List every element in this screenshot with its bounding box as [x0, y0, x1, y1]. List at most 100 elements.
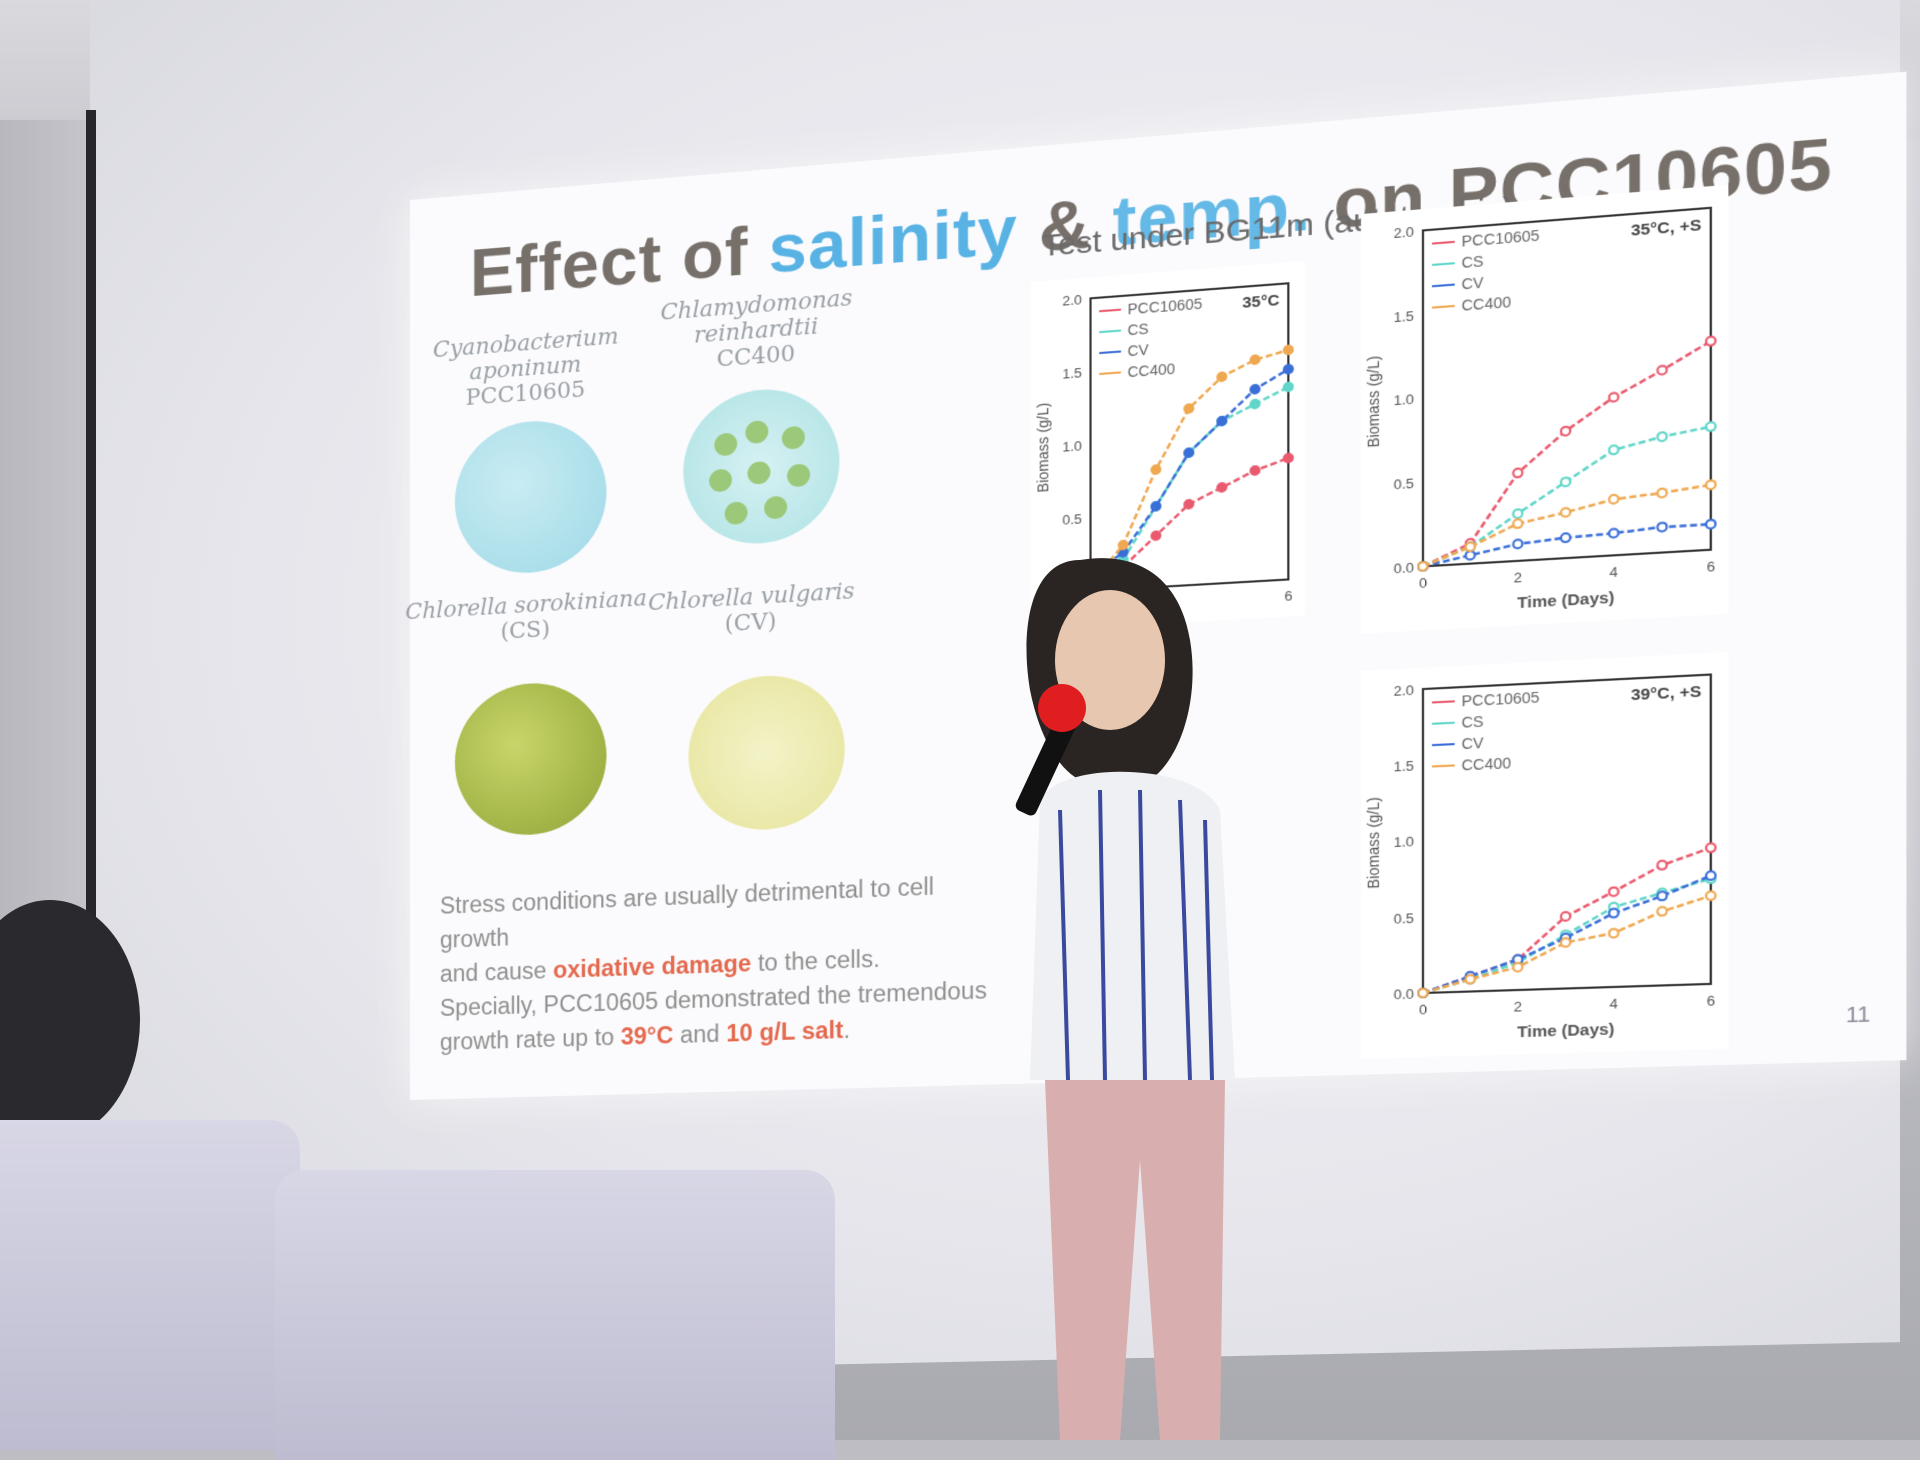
data-point [1184, 448, 1193, 457]
condition-label: 35°C [1242, 291, 1279, 312]
legend-swatch [1099, 351, 1121, 353]
highlight-temperature: 39°C [620, 1021, 674, 1050]
data-point [1609, 929, 1618, 938]
x-axis-label: Time (Days) [1517, 1020, 1614, 1041]
legend-swatch [1099, 310, 1121, 312]
y-axis-label: Biomass (g/L) [1364, 355, 1382, 448]
data-point [1513, 963, 1522, 972]
slide-body-text: Stress conditions are usually detrimenta… [440, 866, 999, 1059]
data-point [1657, 432, 1666, 441]
legend-swatch [1432, 242, 1455, 244]
legend-entry: CS [1462, 713, 1484, 731]
data-point [1184, 404, 1193, 413]
text-part: and [673, 1020, 727, 1049]
data-point [1706, 480, 1715, 489]
data-point [1217, 417, 1226, 426]
legend-swatch [1432, 765, 1455, 766]
data-point [1466, 542, 1475, 551]
audience-chair [0, 1120, 300, 1450]
data-point [1418, 989, 1427, 998]
chlorella-vulgaris-micrograph [688, 671, 845, 833]
audience-member-head [0, 900, 140, 1140]
organism-label: Chlorella vulgaris (CV) [627, 577, 877, 642]
x-tick-label: 6 [1707, 558, 1715, 575]
y-tick-label: 1.0 [1062, 438, 1082, 455]
text-part: growth rate up to [439, 1023, 621, 1056]
legend-entry: CV [1462, 274, 1485, 293]
data-point [1284, 382, 1293, 391]
title-word-salinity: salinity [768, 190, 1018, 287]
y-tick-label: 1.5 [1394, 308, 1414, 325]
data-point [1561, 508, 1570, 517]
chart-35c: 0.00.51.01.52.006Biomass (g/L)35°CPCC106… [1031, 260, 1306, 631]
data-point [1184, 500, 1193, 509]
legend-entry: PCC10605 [1128, 295, 1203, 317]
data-point [1284, 345, 1293, 354]
data-point [1706, 891, 1715, 900]
data-point [1418, 562, 1427, 571]
data-point [1513, 468, 1522, 477]
legend-entry: CC400 [1462, 754, 1512, 773]
data-point [1466, 975, 1475, 984]
y-tick-label: 1.0 [1394, 392, 1414, 409]
y-tick-label: 0.5 [1062, 511, 1082, 528]
x-tick-label: 4 [1610, 995, 1618, 1011]
data-point [1561, 938, 1570, 947]
presenter-figure [1015, 558, 1235, 1440]
y-tick-label: 0.5 [1394, 910, 1414, 927]
data-point [1251, 466, 1260, 475]
text-part: and cause [439, 956, 554, 987]
highlight-oxidative-damage: oxidative damage [553, 949, 752, 984]
audience-chair [275, 1170, 835, 1460]
organism-label: Chlorella sorokiniana (CS) [405, 586, 647, 650]
y-tick-label: 2.0 [1394, 682, 1414, 699]
text-part: . [843, 1016, 851, 1044]
legend-entry: CV [1128, 341, 1150, 359]
data-point [1513, 519, 1522, 528]
legend-swatch [1432, 744, 1455, 745]
data-point [1609, 445, 1618, 454]
legend-swatch [1432, 701, 1455, 702]
data-point [1251, 355, 1260, 364]
x-tick-label: 0 [1419, 575, 1427, 591]
screen-frame [86, 110, 96, 1390]
legend-entry: CV [1462, 734, 1485, 752]
x-axis-label: Time (Days) [1517, 589, 1614, 613]
data-point [1251, 400, 1260, 409]
legend-swatch [1432, 285, 1455, 287]
y-tick-label: 1.5 [1394, 758, 1414, 775]
data-point [1609, 887, 1618, 896]
y-axis-label: Biomass (g/L) [1034, 402, 1051, 493]
data-point [1561, 912, 1570, 921]
data-point [1657, 892, 1666, 901]
condition-label: 39°C, +S [1631, 683, 1702, 705]
y-tick-label: 1.0 [1394, 834, 1414, 851]
legend-entry: CC400 [1128, 360, 1176, 380]
data-point [1657, 861, 1666, 870]
legend-entry: PCC10605 [1462, 227, 1540, 250]
x-tick-label: 4 [1610, 564, 1618, 581]
page-number: 11 [1845, 1002, 1871, 1028]
data-point [1152, 502, 1161, 511]
text-part: to the cells. [751, 945, 880, 977]
condition-label: 35°C, +S [1631, 216, 1702, 240]
legend-entry: CS [1462, 252, 1484, 271]
data-point [1657, 907, 1666, 916]
data-point [1706, 422, 1715, 431]
chlamydomonas-micrograph [683, 384, 840, 549]
legend-swatch [1099, 372, 1121, 374]
legend-entry: CC400 [1462, 293, 1512, 314]
data-point [1513, 539, 1522, 548]
data-point [1706, 336, 1715, 345]
data-point [1706, 871, 1715, 880]
legend-swatch [1099, 331, 1121, 333]
legend-swatch [1432, 306, 1455, 308]
data-point [1609, 393, 1618, 402]
x-tick-label: 2 [1514, 998, 1522, 1014]
chart-39c-salt: 0.0 0.5 1.0 1.5 2.0 0 2 4 6 Biomass (g/L) Time (Da… [1360, 651, 1729, 1059]
data-point [1657, 366, 1666, 375]
data-point [1284, 365, 1293, 374]
y-tick-label: 2.0 [1394, 224, 1414, 242]
y-tick-label: 0.5 [1394, 475, 1414, 492]
data-point [1706, 843, 1715, 852]
